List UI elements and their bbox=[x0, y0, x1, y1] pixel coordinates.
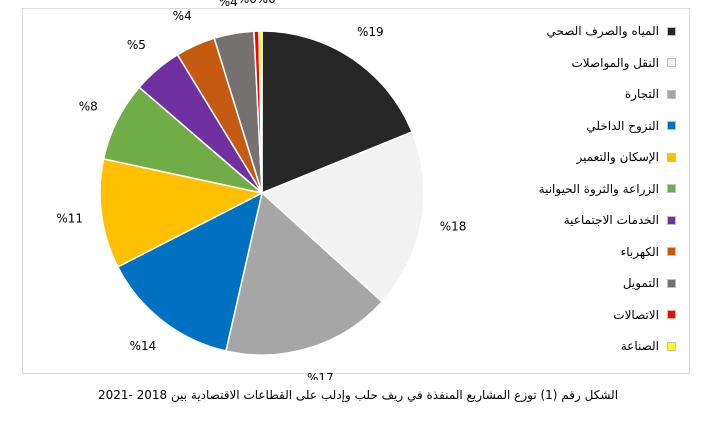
pie-slice-1 bbox=[261, 30, 414, 195]
legend-label: الخدمات الاجتماعية bbox=[563, 213, 659, 227]
data-label-6: %8 bbox=[79, 100, 98, 114]
legend-swatch bbox=[667, 58, 676, 67]
legend-label: المياه والصرف الصحي bbox=[546, 24, 659, 38]
legend-swatch bbox=[667, 121, 676, 130]
legend-swatch bbox=[667, 247, 676, 256]
legend-swatch bbox=[667, 215, 676, 225]
pie-slice-2 bbox=[260, 130, 425, 303]
legend-label: الكهرباء bbox=[620, 244, 659, 259]
legend-swatch bbox=[667, 152, 676, 162]
legend-item-10: الاتصالات bbox=[613, 308, 676, 322]
pie-slice-11 bbox=[258, 30, 263, 194]
data-label-5: %11 bbox=[56, 211, 83, 225]
pie-slice-3 bbox=[225, 191, 384, 356]
legend-label: التجارة bbox=[624, 87, 659, 101]
legend-item-2: النقل والمواصلات bbox=[571, 55, 676, 70]
legend-swatch bbox=[667, 341, 676, 351]
legend-label: الصناعة bbox=[620, 339, 659, 353]
legend-swatch bbox=[667, 310, 676, 319]
pie-slice-5 bbox=[99, 158, 265, 268]
legend-swatch bbox=[667, 278, 676, 288]
legend-item-9: التمويل bbox=[623, 276, 676, 290]
legend-item-7: الخدمات الاجتماعية bbox=[564, 213, 676, 227]
legend-item-1: المياه والصرف الصحي bbox=[546, 24, 676, 38]
data-label-3: %17 bbox=[307, 371, 334, 380]
legend-swatch bbox=[667, 26, 676, 36]
legend-item-5: الإسكان والتعمير bbox=[576, 150, 676, 164]
legend-item-8: الكهرباء bbox=[621, 245, 676, 259]
figure-caption: الشكل رقم (1) توزع المشاريع المنفذة في ر… bbox=[97, 388, 619, 402]
data-label-8: %4 bbox=[173, 9, 192, 23]
legend-label: الإسكان والتعمير bbox=[576, 150, 659, 164]
legend-swatch bbox=[667, 184, 676, 193]
legend-item-3: التجارة bbox=[625, 87, 676, 101]
legend-item-11: الصناعة bbox=[621, 339, 676, 353]
legend-label: الزراعة والثروة الحيوانية bbox=[538, 181, 659, 196]
legend-label: التمويل bbox=[622, 276, 659, 290]
legend-item-4: النزوح الداخلي bbox=[586, 119, 676, 133]
data-label-1: %19 bbox=[357, 25, 384, 39]
data-label-2: %18 bbox=[440, 220, 467, 234]
data-label-4: %14 bbox=[130, 339, 157, 353]
data-label-9: %4 bbox=[219, 0, 238, 9]
legend-swatch bbox=[667, 89, 676, 99]
legend-label: الاتصالات bbox=[613, 307, 659, 322]
data-label-10: %0 bbox=[238, 0, 257, 6]
pie-slice-4 bbox=[116, 191, 264, 352]
legend-label: النزوح الداخلي bbox=[586, 118, 659, 133]
data-label-11: %0 bbox=[257, 0, 276, 6]
legend-label: النقل والمواصلات bbox=[571, 55, 660, 70]
pie-chart: %19%18%17%14%11%8%5%4%4%0%0 bbox=[56, 0, 467, 380]
data-label-7: %5 bbox=[127, 38, 146, 52]
legend-item-6: الزراعة والثروة الحيوانية bbox=[539, 182, 676, 196]
